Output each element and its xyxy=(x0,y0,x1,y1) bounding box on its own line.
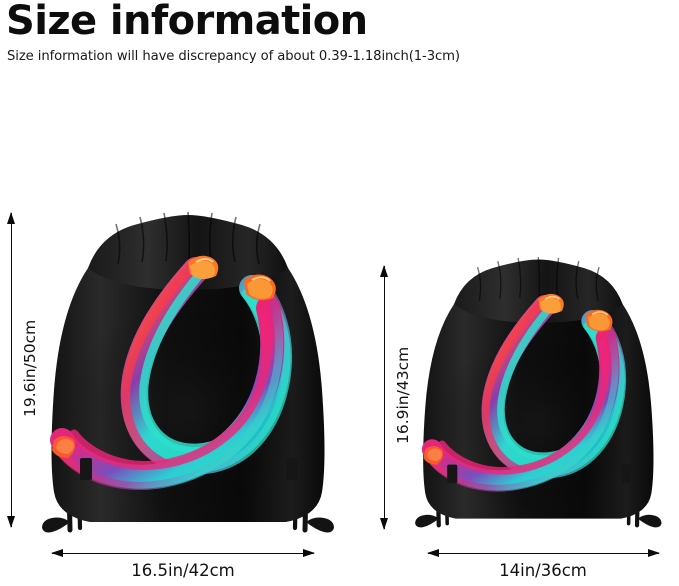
large-height-line xyxy=(10,213,12,527)
large-height-arrow-bottom xyxy=(6,516,15,528)
brush-tip-right xyxy=(585,309,613,332)
top-pleats xyxy=(476,256,600,302)
cord-toggle-right xyxy=(306,517,334,533)
small-width-line xyxy=(428,552,659,554)
side-tab-left xyxy=(80,458,92,480)
large-height-label: 19.6in/50cm xyxy=(21,319,39,417)
bag-cinched-top xyxy=(88,215,288,295)
side-tab-left xyxy=(447,464,458,484)
large-width-arrow-left xyxy=(51,548,63,557)
page-title: Size information xyxy=(6,0,368,44)
large-width-arrow-right xyxy=(303,548,315,557)
large-width-line xyxy=(52,552,314,554)
small-width-arrow-right xyxy=(648,548,660,557)
cord-toggle-left xyxy=(415,514,439,528)
cord-toggle-left xyxy=(42,517,70,533)
small-drawstring-backpack xyxy=(405,190,675,540)
small-height-line xyxy=(383,266,385,529)
brush-tail-tip xyxy=(423,446,444,465)
discrepancy-note: Size information will have discrepancy o… xyxy=(7,49,460,64)
brush-tip-left xyxy=(538,293,564,314)
small-height-label: 16.9in/43cm xyxy=(394,346,412,444)
side-tab-right xyxy=(621,464,632,484)
brush-tip-right xyxy=(244,274,276,301)
small-width-label: 14in/36cm xyxy=(499,561,587,580)
large-drawstring-backpack xyxy=(30,140,350,540)
bag-cinched-top xyxy=(453,259,623,328)
side-tab-right xyxy=(286,458,298,480)
cord-toggle-right xyxy=(637,514,662,528)
small-height-arrow-bottom xyxy=(379,518,388,530)
brush-tip-left xyxy=(188,255,219,280)
brush-tail-tip xyxy=(52,436,76,458)
small-width-arrow-left xyxy=(427,548,439,557)
top-pleats xyxy=(115,211,261,265)
large-height-arrow-top xyxy=(6,212,15,224)
large-width-label: 16.5in/42cm xyxy=(131,561,235,580)
small-height-arrow-top xyxy=(379,265,388,277)
